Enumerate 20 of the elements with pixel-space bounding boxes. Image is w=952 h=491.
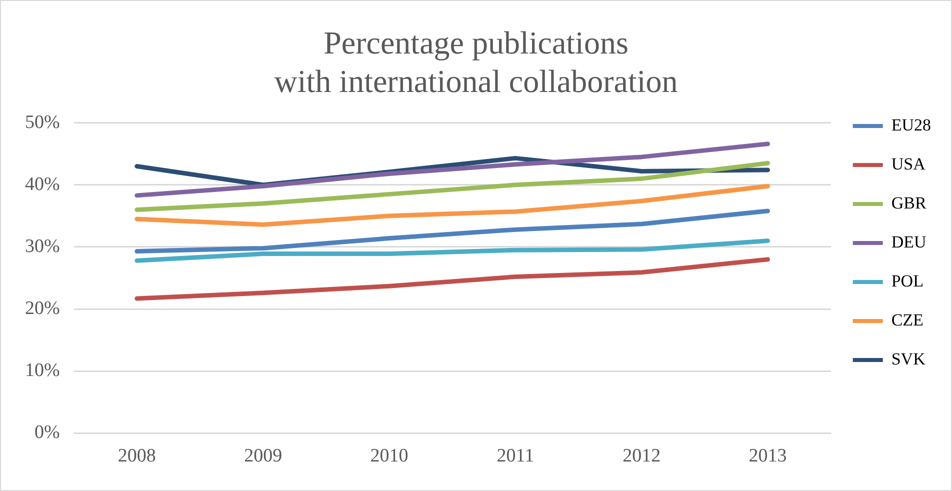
legend-label: POL [891, 271, 924, 290]
legend-label: SVK [891, 349, 926, 368]
legend-label: DEU [891, 232, 926, 252]
x-tick-label: 2010 [370, 446, 408, 467]
legend-label: USA [891, 154, 926, 174]
x-tick-label: 2013 [748, 446, 787, 467]
legend-label: CZE [891, 310, 924, 330]
x-tick-label: 2009 [244, 446, 282, 467]
chart-title: Percentage publications with international collaboration [274, 24, 678, 100]
y-tick-label: 20% [25, 298, 60, 320]
y-tick-label: 50% [25, 112, 60, 133]
y-tick-label: 40% [25, 174, 60, 195]
x-tick-label: 2008 [118, 446, 156, 467]
x-tick-label: 2012 [622, 446, 661, 467]
legend-label: GBR [891, 193, 927, 212]
legend-label: EU28 [891, 115, 932, 134]
y-tick-label: 10% [25, 360, 60, 382]
y-tick-label: 0% [34, 422, 60, 444]
y-tick-label: 30% [25, 236, 60, 257]
x-tick-label: 2011 [496, 446, 534, 467]
